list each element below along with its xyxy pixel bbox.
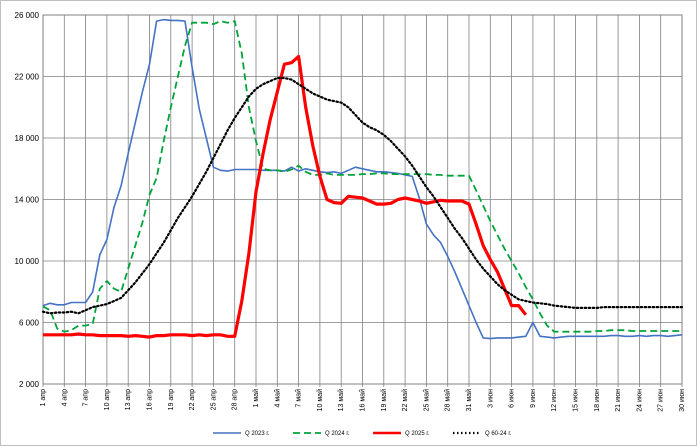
x-tick-label: 10 апр	[104, 389, 111, 410]
x-axis-tick-labels: 1 апр 4 апр 7 апр 10 апр 13 апр 16 апр 19 апр 2…	[40, 389, 686, 412]
y-tick-label: 22 000	[15, 73, 40, 82]
legend: Q 2023 г. Q 2024 г. Q 2025 г. Q 60-24 г.	[213, 431, 512, 437]
x-tick-label: 13 май	[337, 389, 345, 411]
x-tick-label: 27 июн	[658, 389, 665, 412]
x-tick-label: 13 апр	[125, 389, 132, 410]
legend-label-2: Q 2024 г.	[325, 431, 350, 437]
series-line-2	[42, 20, 682, 333]
x-tick-label: 16 апр	[147, 389, 154, 410]
series-line-3	[43, 54, 528, 339]
series-line-4	[41, 76, 684, 315]
x-tick-label: 6 июн	[509, 389, 516, 408]
x-tick-label: 25 май	[422, 389, 430, 411]
x-tick-label: 25 апр	[210, 389, 217, 410]
x-tick-label: 16 май	[359, 389, 367, 411]
y-axis-tick-labels: 2 000 6 000 10 000 14 000 18 000 22 000 26 000	[15, 11, 40, 389]
data-series	[41, 18, 684, 340]
x-tick-label: 31 май	[465, 389, 473, 411]
x-tick-label: 1 май	[252, 389, 260, 408]
y-tick-label: 26 000	[15, 11, 40, 20]
x-tick-label: 22 май	[401, 389, 409, 411]
y-tick-label: 6 000	[19, 319, 40, 328]
x-tick-label: 30 июн	[679, 389, 686, 412]
x-tick-label: 9 июн	[530, 389, 537, 408]
x-tick-label: 22 апр	[189, 389, 196, 410]
y-tick-label: 18 000	[15, 134, 40, 143]
x-tick-label: 28 май	[444, 389, 452, 411]
x-tick-label: 10 май	[316, 389, 324, 411]
x-tick-label: 3 июн	[487, 389, 494, 408]
x-tick-label: 24 июн	[636, 389, 643, 412]
legend-label-1: Q 2023 г.	[245, 431, 270, 437]
y-tick-label: 14 000	[15, 196, 40, 205]
legend-label-3: Q 2025 г.	[405, 431, 430, 437]
x-tick-label: 15 июн	[573, 389, 580, 412]
series-line-1	[42, 18, 683, 340]
x-tick-label: 4 апр	[61, 389, 68, 407]
x-tick-label: 4 май	[273, 389, 281, 408]
x-tick-label: 19 апр	[168, 389, 175, 410]
x-tick-label: 28 апр	[232, 389, 239, 410]
x-tick-label: 18 июн	[594, 389, 601, 412]
x-tick-label: 12 июн	[551, 389, 558, 412]
x-tick-label: 21 июн	[615, 389, 622, 412]
axes	[42, 14, 683, 387]
x-tick-label: 7 апр	[83, 389, 90, 407]
x-tick-label: 7 май	[295, 389, 303, 408]
y-tick-label: 10 000	[15, 257, 40, 266]
x-tick-label: 19 май	[380, 389, 388, 411]
y-tick-label: 2 000	[19, 380, 40, 389]
plot-area-frame	[42, 14, 683, 385]
legend-label-4: Q 60-24 г.	[485, 431, 512, 437]
x-tick-label: 1 апр	[40, 389, 47, 407]
